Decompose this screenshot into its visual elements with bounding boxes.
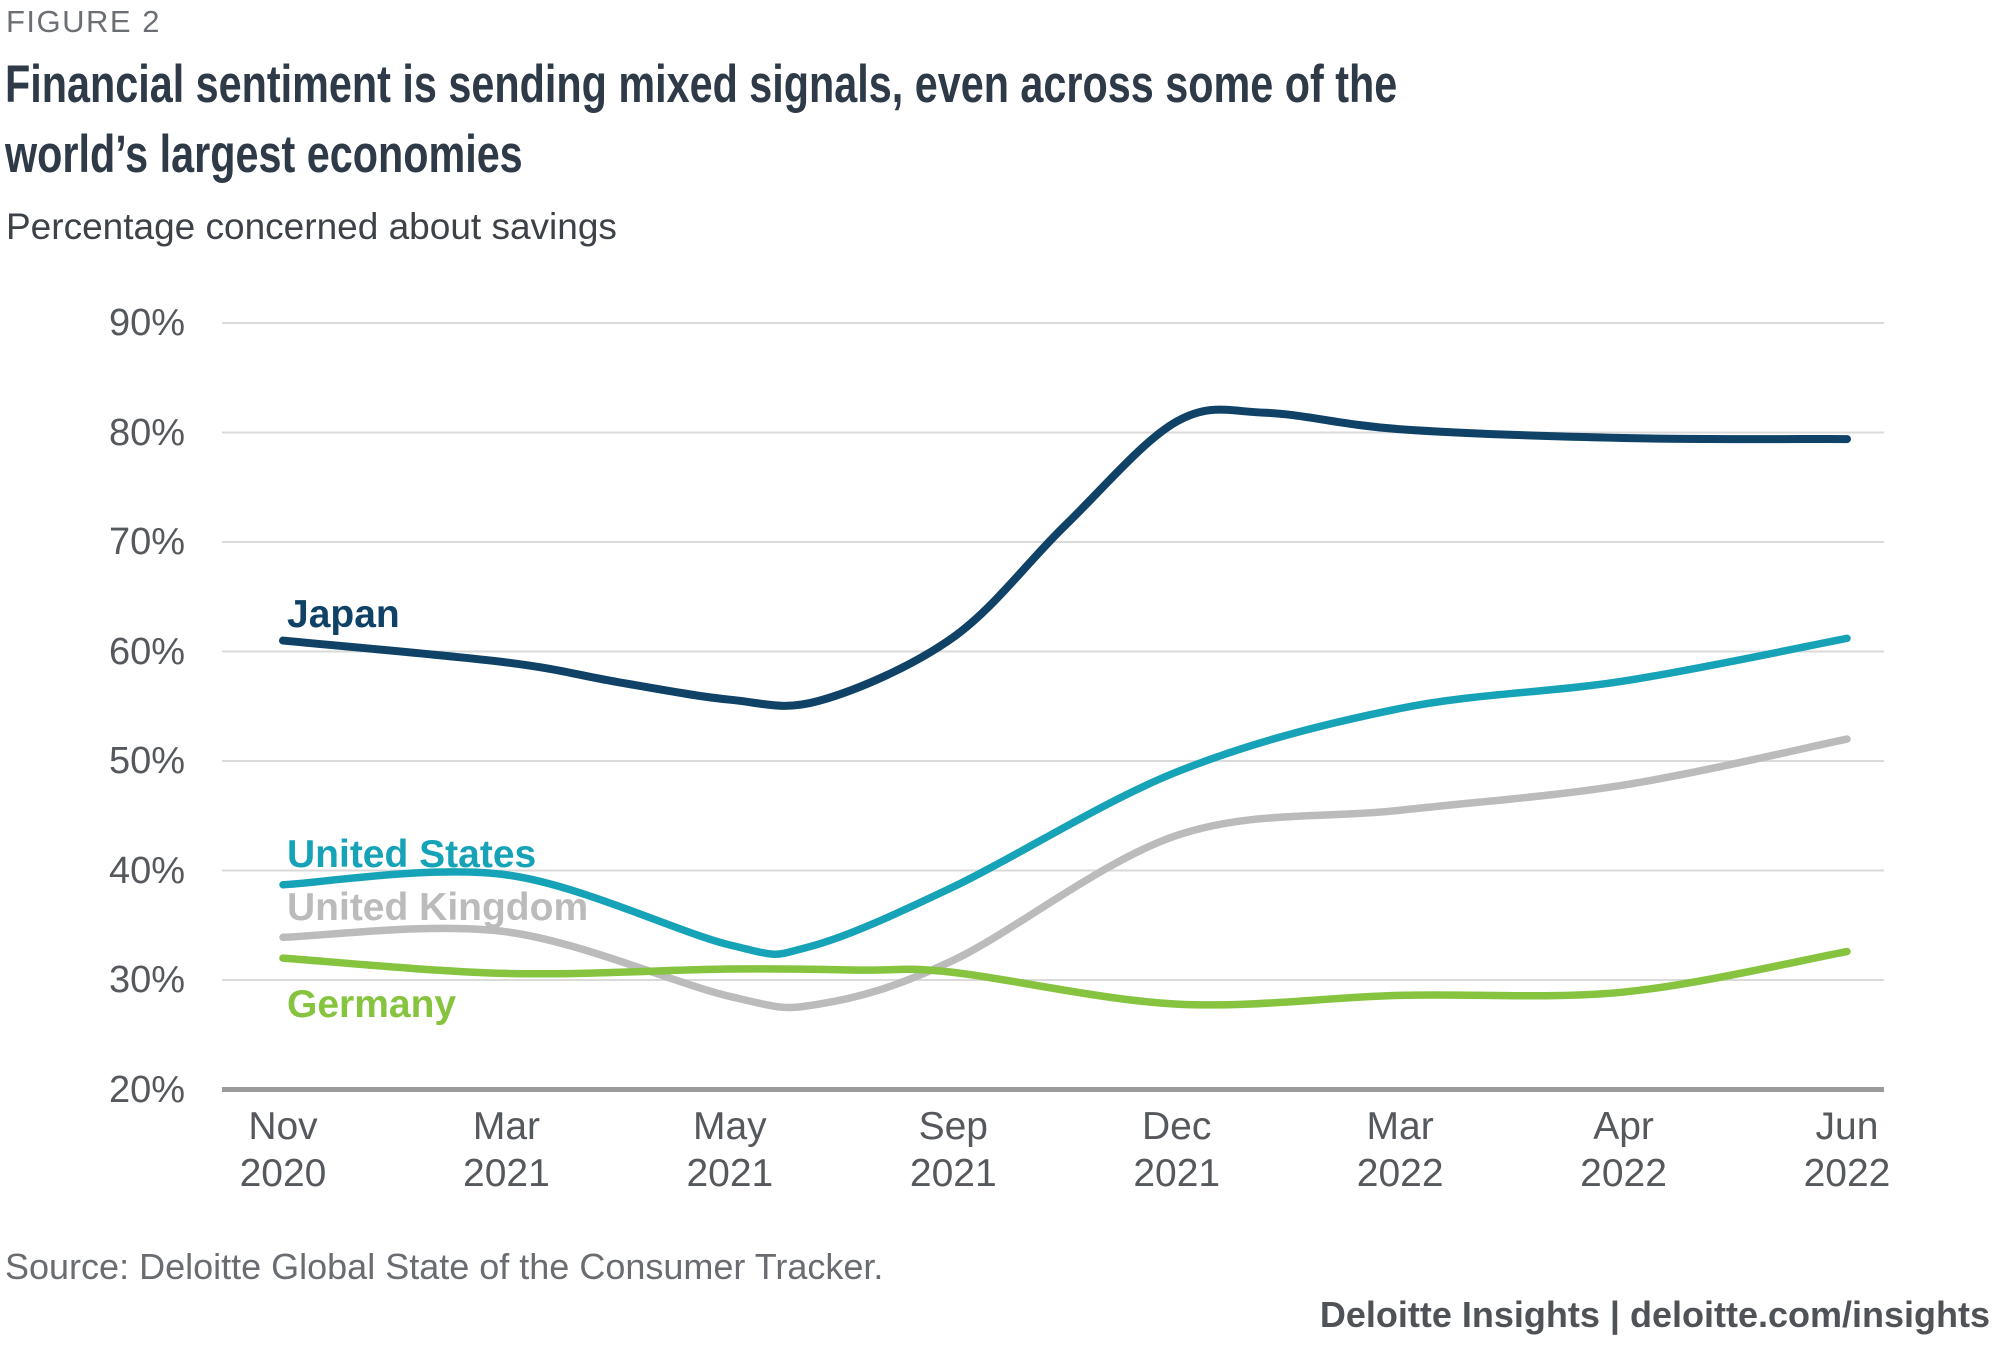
x-tick-year: 2021	[686, 1152, 774, 1195]
figure-label: FIGURE 2	[6, 4, 161, 39]
x-tick-month: Apr	[1593, 1105, 1654, 1148]
series-line-united-states	[279, 634, 1851, 958]
chart-title: Financial sentiment is sending mixed sig…	[5, 50, 1397, 190]
y-axis-tick-label: 50%	[108, 740, 185, 782]
x-axis-tick-label: Mar 2021	[396, 1103, 616, 1197]
series-line-japan	[279, 405, 1851, 710]
x-tick-year: 2022	[1580, 1152, 1667, 1195]
series-label-united-states: United States	[287, 833, 537, 876]
y-axis-tick-label: 20%	[108, 1068, 185, 1111]
x-axis-tick-label: Dec 2021	[1067, 1103, 1287, 1197]
x-tick-month: Dec	[1142, 1105, 1212, 1148]
x-tick-month: Mar	[472, 1105, 540, 1148]
x-axis-tick-label: Mar 2022	[1290, 1103, 1510, 1197]
y-axis-tick-label: 60%	[108, 630, 185, 673]
chart-subtitle: Percentage concerned about savings	[6, 206, 617, 247]
chart-title-line-1: Financial sentiment is sending mixed sig…	[5, 55, 1398, 114]
series-line-united-kingdom	[279, 735, 1851, 1012]
y-axis-tick-label: 90%	[108, 302, 185, 344]
x-tick-year: 2020	[239, 1152, 327, 1195]
x-axis-tick-label: May 2021	[620, 1103, 840, 1197]
x-tick-month: Jun	[1815, 1105, 1879, 1148]
source-note: Source: Deloitte Global State of the Con…	[5, 1246, 884, 1287]
x-tick-month: May	[693, 1105, 767, 1148]
chart-title-line-2: world’s largest economies	[5, 125, 523, 184]
y-axis-tick-label: 80%	[108, 411, 185, 454]
series-label-japan: Japan	[287, 593, 400, 636]
series-label-germany: Germany	[287, 983, 457, 1026]
x-tick-year: 2021	[1133, 1152, 1221, 1195]
x-tick-year: 2021	[463, 1152, 550, 1195]
x-axis-tick-label: Sep 2021	[843, 1103, 1063, 1197]
x-tick-month: Mar	[1366, 1105, 1434, 1148]
x-tick-year: 2022	[1803, 1152, 1891, 1195]
series-label-united-kingdom: United Kingdom	[287, 886, 589, 929]
x-axis-tick-label: Nov 2020	[173, 1103, 393, 1197]
brand-footer: Deloitte Insights | deloitte.com/insight…	[1319, 1294, 1990, 1335]
y-axis-tick-label: 30%	[108, 959, 185, 1001]
y-axis-tick-label: 70%	[108, 521, 185, 563]
x-tick-month: Sep	[918, 1105, 988, 1148]
series-line-germany	[279, 947, 1851, 1009]
x-tick-year: 2021	[909, 1152, 997, 1195]
x-tick-month: Nov	[248, 1105, 318, 1148]
y-axis-tick-label: 40%	[108, 849, 185, 892]
x-axis-tick-label: Jun 2022	[1737, 1103, 1957, 1197]
x-axis-tick-label: Apr 2022	[1514, 1103, 1734, 1197]
x-tick-year: 2022	[1356, 1152, 1444, 1195]
